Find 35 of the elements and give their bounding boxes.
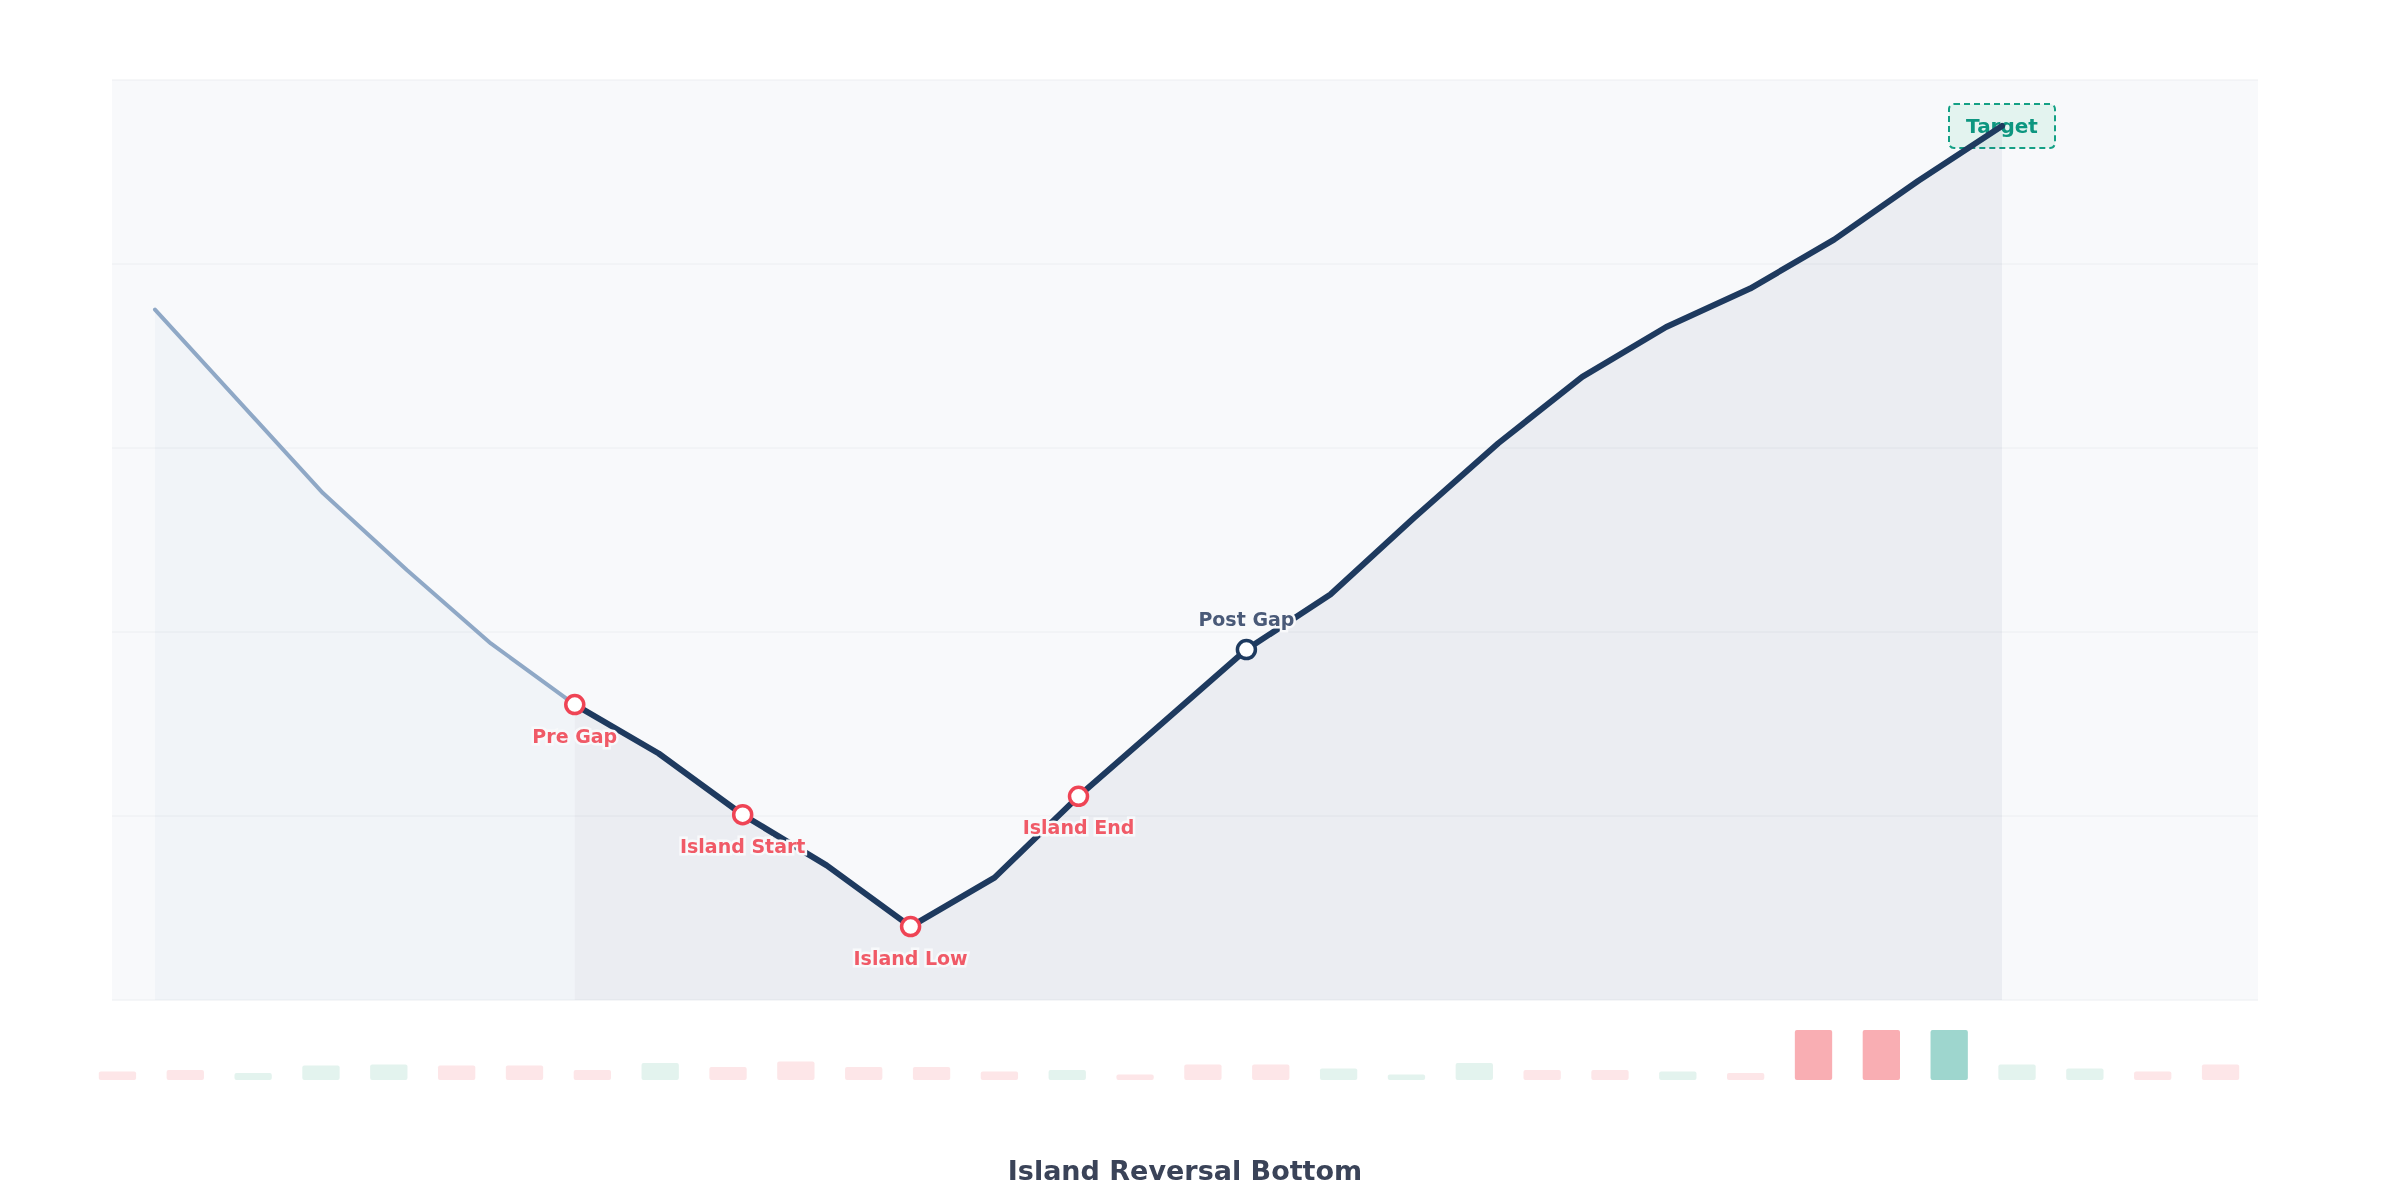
bar (1523, 1070, 1561, 1080)
bar (302, 1065, 340, 1080)
annotation: Pre Gap (532, 724, 618, 747)
bar (641, 1063, 679, 1080)
bar (1794, 1030, 1833, 1080)
bar (845, 1067, 883, 1080)
annotation: Island Low (853, 946, 968, 969)
bar (1455, 1063, 1493, 1080)
bar (1930, 1030, 1968, 1080)
bar (1727, 1073, 1765, 1080)
bar (505, 1065, 544, 1080)
bar (573, 1070, 611, 1080)
bar (2066, 1068, 2104, 1080)
bar (709, 1067, 747, 1080)
bar (166, 1070, 204, 1080)
bar (1184, 1064, 1222, 1080)
bar (1659, 1071, 1697, 1080)
bar (2134, 1071, 2172, 1080)
bar (438, 1065, 476, 1080)
bar (1387, 1074, 1426, 1080)
bar (370, 1064, 408, 1080)
bar (234, 1073, 272, 1080)
bar (912, 1067, 951, 1080)
bar (1252, 1064, 1290, 1080)
bar (1998, 1064, 2036, 1080)
bar (1862, 1030, 1900, 1080)
bar (98, 1071, 137, 1080)
bar (1116, 1074, 1154, 1080)
bar (2201, 1064, 2240, 1080)
text: Island Reversal Bottom (1007, 1155, 1363, 1186)
bar (1319, 1068, 1358, 1080)
bar (980, 1071, 1019, 1080)
bar (1591, 1070, 1629, 1080)
bar (777, 1061, 815, 1080)
bar (1048, 1070, 1086, 1080)
